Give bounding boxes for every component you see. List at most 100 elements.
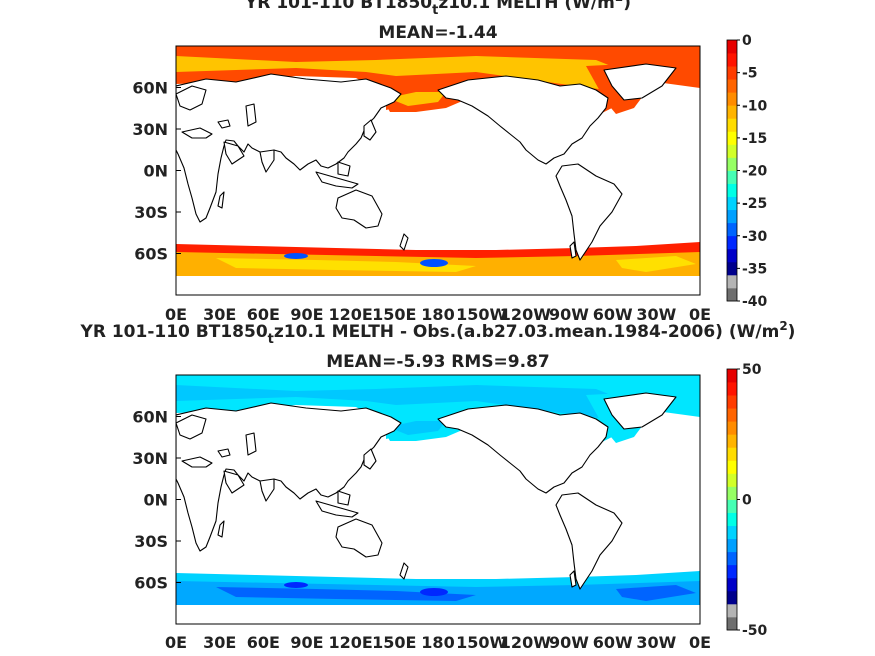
lon-label: 60W [593,305,633,324]
lon-label: 30E [203,305,236,324]
colorbar-swatch [727,590,737,605]
lat-label: 30N [132,120,168,139]
lat-label: 0N [143,491,168,510]
colorbar-swatch [727,170,737,184]
lon-label: 60W [593,633,633,652]
lon-label: 0E [165,633,187,652]
colorbar-tick-label: -5 [742,66,758,82]
lat-label: 30S [134,532,168,551]
colorbar-swatch [727,261,737,276]
panel-1-title-line2: MEAN=-1.44 [378,23,497,43]
lon-label: 150W [456,633,507,652]
colorbar-swatch [727,105,737,119]
lon-label: 90E [290,633,323,652]
colorbar-tick-label: 0 [742,33,752,49]
lon-label: 180 [421,633,454,652]
colorbar-swatch [727,287,737,302]
lon-label: 30W [636,633,676,652]
colorbar-swatch [727,434,737,448]
colorbar-tick-label: -25 [742,196,767,212]
colorbar-swatch [727,395,737,409]
colorbar-swatch [727,92,737,106]
lon-label: 120W [500,633,551,652]
lon-label: 120W [500,305,551,324]
lon-label: 150E [372,633,416,652]
colorbar-swatch [727,222,737,237]
colorbar-swatch [727,512,737,526]
colorbar-swatch [727,564,737,579]
panel-1-lat-ticks: 60N 30N 0N 30S 60S [132,79,181,264]
colorbar-tick-label: -15 [742,131,767,147]
panel-1: YR 101-110 BT1850tz10.1 MELTH (W/m2) MEA… [132,0,767,324]
lon-label: 90W [549,305,589,324]
lat-label: 60N [132,408,168,427]
colorbar-tick-label: 50 [742,362,762,378]
panel-2-colorbar: 50 0 -50 [726,362,768,639]
colorbar-swatch [727,274,737,289]
lon-label: 30E [203,633,236,652]
colorbar-swatch [727,460,737,474]
colorbar-swatch [727,538,737,553]
lat-label: 60S [134,574,168,593]
colorbar-swatch [727,421,737,435]
colorbar-swatch [727,144,737,158]
colorbar-swatch [727,408,737,422]
lon-label: 120E [329,305,373,324]
panel-2-lat-ticks: 60N 30N 0N 30S 60S [132,408,181,593]
panel-2-map [175,374,701,625]
lon-label: 150W [456,305,507,324]
lon-label: 0E [689,633,711,652]
lat-label: 0N [143,162,168,181]
colorbar-swatch [727,131,737,145]
colorbar-swatch [727,551,737,566]
colorbar-swatch [727,209,737,224]
colorbar-swatch [727,577,737,592]
colorbar-tick-label: -10 [742,98,768,114]
lat-label: 30N [132,449,168,468]
panel-1-map [175,45,701,296]
colorbar-swatch [727,525,737,540]
colorbar-swatch [727,157,737,171]
lat-label: 30S [134,203,168,222]
lat-label: 60S [134,245,168,264]
lon-label: 180 [421,305,454,324]
colorbar-swatch [727,53,737,67]
colorbar-swatch [727,66,737,80]
colorbar-swatch [727,616,737,631]
colorbar-swatch [727,79,737,93]
colorbar-tick-label: -30 [742,229,768,245]
colorbar-tick-label: -35 [742,261,767,277]
colorbar-swatch [727,235,737,250]
colorbar-swatch [727,118,737,132]
lon-label: 150E [372,305,416,324]
lon-label: 30W [636,305,676,324]
panel-1-title-line1: YR 101-110 BT1850tz10.1 MELTH (W/m2) [244,0,631,18]
colorbar-swatch [727,183,737,197]
lon-label: 60E [247,633,280,652]
lon-label: 0E [689,305,711,324]
lon-label: 60E [247,305,280,324]
colorbar-tick-label: -40 [742,294,768,310]
colorbar-swatch [727,196,737,211]
colorbar-swatch [727,447,737,461]
lon-label: 90W [549,633,589,652]
colorbar-swatch [727,473,737,487]
panel-1-colorbar: 0 -5 -10 -15 -20 -25 -30 -35 -40 [726,33,768,310]
lon-label: 120E [329,633,373,652]
lat-label: 60N [132,79,168,98]
panel-2: YR 101-110 BT1850tz10.1 MELTH - Obs.(a.b… [80,319,796,652]
panel-2-ocean-field [176,375,700,605]
colorbar-tick-label: -50 [742,623,768,639]
colorbar-tick-label: -20 [742,164,768,180]
colorbar-swatch [727,499,737,513]
panel-2-title-line2: MEAN=-5.93 RMS=9.87 [326,352,550,372]
colorbar-swatch [727,248,737,263]
colorbar-swatch [727,603,737,618]
panel-2-title-line1: YR 101-110 BT1850tz10.1 MELTH - Obs.(a.b… [80,319,796,347]
colorbar-swatch [727,40,737,54]
colorbar-swatch [727,486,737,500]
colorbar-swatch [727,369,737,383]
